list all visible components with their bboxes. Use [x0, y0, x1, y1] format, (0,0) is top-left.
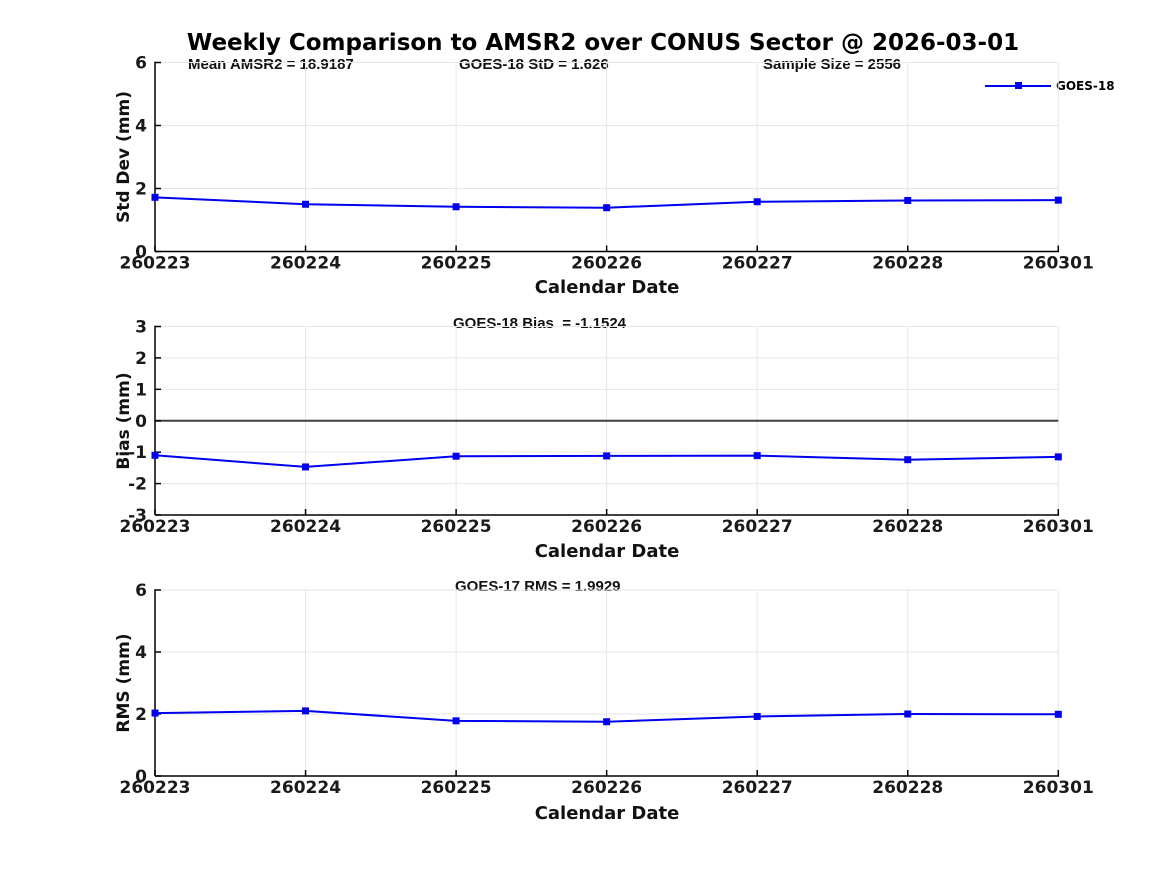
svg-text:260224: 260224: [270, 517, 341, 537]
svg-text:4: 4: [135, 117, 147, 137]
svg-text:6: 6: [135, 54, 147, 74]
svg-text:0: 0: [135, 243, 147, 263]
series-markers-GOES-18: [151, 451, 1062, 471]
x-tick-labels: 260223 260224 260225 260226 260227 260228 2603…: [120, 778, 1094, 798]
legend-marker-swatch: [1015, 82, 1022, 89]
svg-text:260223: 260223: [120, 778, 191, 798]
gridlines: [155, 62, 1059, 252]
axes: [154, 61, 1060, 253]
annotation-goes17-rms: GOES-17 RMS = 1.9929: [455, 578, 621, 595]
svg-text:0: 0: [135, 767, 147, 787]
x-axis-label-rms: Calendar Date: [534, 803, 680, 824]
svg-text:260301: 260301: [1023, 517, 1094, 537]
svg-text:260225: 260225: [421, 778, 492, 798]
series-markers-GOES-18: [151, 707, 1062, 726]
axes: [154, 589, 1060, 777]
annotation-mean-amsr2: Mean AMSR2 = 18.9187: [188, 56, 354, 73]
series-markers-GOES-18: [151, 193, 1062, 212]
svg-text:260224: 260224: [270, 254, 341, 274]
subplot-3: 260223 260224 260225 260226 260227 260228 2603…: [120, 581, 1094, 798]
x-axis-label-stddev: Calendar Date: [534, 277, 680, 298]
svg-text:260227: 260227: [722, 254, 793, 274]
x-axis-label-bias: Calendar Date: [534, 541, 680, 562]
gridlines: [155, 326, 1059, 515]
svg-text:260224: 260224: [270, 778, 341, 798]
svg-text:260225: 260225: [421, 254, 492, 274]
svg-text:-3: -3: [128, 506, 147, 526]
annotation-goes18-bias: GOES-18 Bias = -1.1524: [453, 315, 627, 332]
svg-text:260223: 260223: [120, 254, 191, 274]
y-tick-labels: 0 2 4 6: [135, 581, 147, 787]
svg-text:260225: 260225: [421, 517, 492, 537]
x-tick-labels: 260223 260224 260225 260226 260227 260228 2603…: [120, 517, 1094, 537]
svg-text:260227: 260227: [722, 517, 793, 537]
x-tick-labels: 260223 260224 260225 260226 260227 260228 2603…: [120, 254, 1094, 274]
legend-label: GOES-18: [1056, 79, 1115, 93]
svg-text:6: 6: [135, 581, 147, 601]
svg-text:260226: 260226: [571, 254, 642, 274]
svg-text:260228: 260228: [872, 254, 943, 274]
gridlines: [155, 589, 1059, 776]
svg-text:-1: -1: [128, 443, 147, 463]
svg-text:3: 3: [135, 318, 147, 338]
svg-text:1: 1: [135, 380, 147, 400]
svg-text:2: 2: [135, 349, 147, 369]
svg-text:-2: -2: [128, 475, 147, 495]
annotation-goes18-std: GOES-18 StD = 1.626: [459, 56, 609, 73]
legend: GOES-18: [985, 79, 1115, 93]
svg-text:260227: 260227: [722, 778, 793, 798]
svg-text:2: 2: [135, 705, 147, 725]
svg-text:260226: 260226: [571, 778, 642, 798]
svg-text:260301: 260301: [1023, 254, 1094, 274]
svg-text:260228: 260228: [872, 517, 943, 537]
subplot-2: 260223 260224 260225 260226 260227 260228 2603…: [120, 318, 1094, 538]
svg-text:260226: 260226: [571, 517, 642, 537]
svg-text:2: 2: [135, 180, 147, 200]
svg-text:260223: 260223: [120, 517, 191, 537]
svg-text:260301: 260301: [1023, 778, 1094, 798]
y-tick-labels: -3 -2 -1 0 1 2 3: [128, 318, 147, 527]
svg-text:4: 4: [135, 643, 147, 663]
figure-title: Weekly Comparison to AMSR2 over CONUS Se…: [186, 30, 1020, 56]
svg-text:0: 0: [135, 412, 147, 432]
svg-text:260228: 260228: [872, 778, 943, 798]
subplot-1: 260223 260224 260225 260226 260227 260228 2603…: [120, 54, 1094, 274]
y-tick-labels: 0 2 4 6: [135, 54, 147, 263]
axes: [154, 325, 1060, 516]
annotation-sample-size: Sample Size = 2556: [763, 56, 902, 73]
